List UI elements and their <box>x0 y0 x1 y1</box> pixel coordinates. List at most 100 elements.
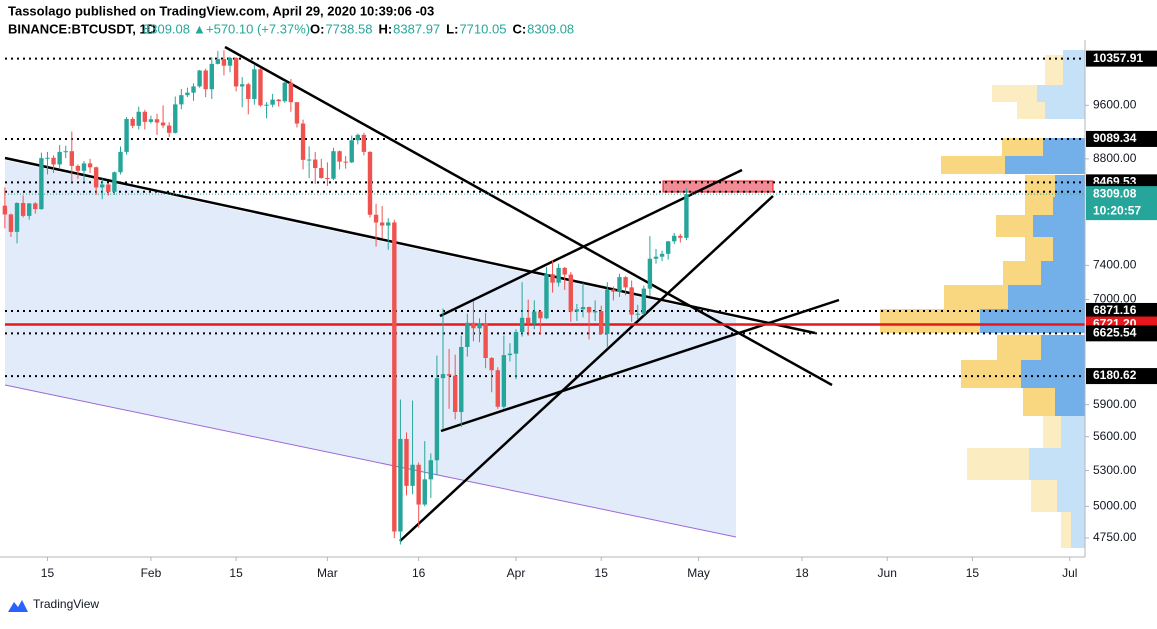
candle-body <box>465 322 470 347</box>
candle-body <box>373 214 379 223</box>
candle-body <box>580 307 586 310</box>
change-arrow: ▲ <box>193 21 206 36</box>
candle-body <box>319 167 324 178</box>
volume-profile <box>880 50 1085 548</box>
candle-body <box>136 111 141 126</box>
shaded-channel <box>5 160 736 537</box>
candle-body <box>203 70 208 90</box>
x-tick-label: Mar <box>317 566 338 580</box>
candle-body <box>221 59 227 66</box>
candle-body <box>617 277 622 292</box>
candle-body <box>2 205 8 215</box>
candle-body <box>288 82 294 103</box>
candle-body <box>422 479 427 505</box>
candle-body <box>39 158 44 210</box>
candle-body <box>452 375 458 412</box>
y-tick-label: 4750.00 <box>1093 530 1137 544</box>
candle-body <box>124 118 129 152</box>
x-tick-label: Jun <box>878 566 897 580</box>
price-label-box <box>1086 130 1157 147</box>
candle-body <box>647 258 653 289</box>
x-tick-label: Apr <box>507 566 526 580</box>
candle-body <box>489 358 494 371</box>
candle-body <box>519 317 525 332</box>
ohlc-value: 7710.05 <box>459 21 506 36</box>
price-label: 10357.91 <box>1093 51 1143 65</box>
channel-line <box>4 384 737 538</box>
ohlc-key: H: <box>378 21 392 36</box>
candle-body <box>215 59 221 64</box>
author-line: Tassolago published on TradingView.com, … <box>8 3 434 18</box>
candle-body <box>20 203 26 216</box>
candle-body <box>239 84 245 87</box>
candle-body <box>605 289 610 334</box>
candle-body <box>282 82 287 102</box>
y-tick-label: 5000.00 <box>1093 499 1137 513</box>
candle-body <box>264 104 269 106</box>
candle-body <box>544 274 549 319</box>
candle-body <box>349 140 354 163</box>
candle-body <box>507 353 513 356</box>
candle-body <box>477 323 482 329</box>
candle-body <box>45 157 50 159</box>
y-tick-label: 5600.00 <box>1093 429 1137 443</box>
candle-body <box>8 214 14 232</box>
candle-body <box>51 157 56 165</box>
candle-body <box>118 151 123 173</box>
x-tick-label: Feb <box>141 566 162 580</box>
candle-body <box>294 102 300 124</box>
candle-body <box>227 57 233 66</box>
last-price: 8309.08 <box>143 21 190 36</box>
candle-body <box>276 99 281 102</box>
candle-body <box>653 256 659 259</box>
x-tick-label: 15 <box>41 566 55 580</box>
candle-body <box>404 438 409 486</box>
x-tick-label: May <box>687 566 710 580</box>
candle-body <box>81 163 87 171</box>
x-tick-label: 18 <box>795 566 809 580</box>
candle-body <box>525 317 531 324</box>
candle-body <box>130 118 135 126</box>
candle-body <box>659 253 665 257</box>
candle-body <box>599 311 604 334</box>
ohlc-value: 7738.58 <box>325 21 372 36</box>
candle-body <box>446 374 452 376</box>
candle-body <box>191 86 196 93</box>
candle-body <box>635 313 640 315</box>
last-price-label: 8309.08 <box>1093 186 1137 200</box>
footer-brand: TradingView <box>33 597 99 611</box>
candle-body <box>209 63 214 90</box>
candle-body <box>93 167 99 188</box>
candle-body <box>586 307 592 313</box>
price-label-box <box>1086 302 1157 319</box>
candle-body <box>665 241 671 254</box>
candle-body <box>440 374 446 379</box>
candle-body <box>142 111 148 122</box>
candle-body <box>63 151 68 153</box>
candle-body <box>556 267 561 283</box>
candle-body <box>33 203 38 210</box>
candle-body <box>100 184 105 188</box>
candle-body <box>611 289 616 292</box>
candle-body <box>14 203 20 232</box>
candle-body <box>306 159 312 161</box>
candle-body <box>513 331 519 354</box>
candle-body <box>69 151 75 166</box>
candle-body <box>197 70 202 87</box>
price-label: 9089.34 <box>1093 131 1137 145</box>
countdown: 10:20:57 <box>1093 203 1141 217</box>
candle-body <box>258 69 263 106</box>
candle-body <box>337 151 342 162</box>
price-label-box <box>1086 325 1157 342</box>
candle-body <box>361 134 367 152</box>
price-label-box <box>1086 50 1157 67</box>
y-tick-label: 9600.00 <box>1093 98 1137 112</box>
x-tick-label: 15 <box>966 566 980 580</box>
candle-body <box>459 346 464 412</box>
candle-body <box>270 99 275 105</box>
candle-body <box>629 287 634 315</box>
y-tick-label: 7000.00 <box>1093 292 1137 306</box>
last-price-box <box>1086 186 1157 221</box>
candle-body <box>678 235 683 238</box>
